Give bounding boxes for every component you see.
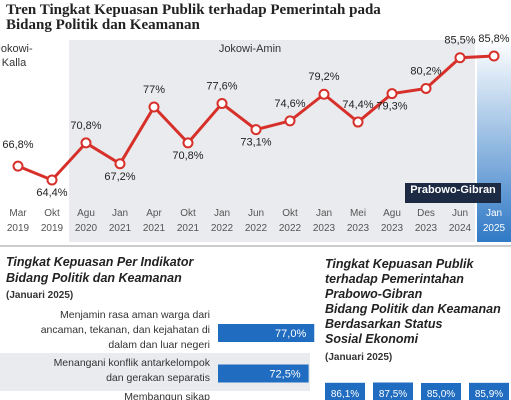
point	[488, 50, 500, 62]
chart-title: Bidang Politik dan Keamanan	[6, 271, 182, 285]
subtitle: (Januari 2025)	[325, 352, 392, 363]
value-label: 87,5%	[379, 389, 407, 400]
value-label: 73,1%	[240, 137, 271, 149]
x-tick-label: 2025	[483, 223, 506, 234]
chart-title: Bidang Politik dan Keamanan	[325, 302, 501, 316]
period-label: Prabowo-Gibran	[410, 184, 496, 196]
x-tick-label: Jan	[214, 208, 230, 219]
category-label: ancaman, tekanan, dan kejahatan di	[41, 324, 210, 336]
x-tick-label: Jan	[316, 208, 332, 219]
x-tick-label: Okt	[282, 208, 298, 219]
x-tick-label: 2019	[41, 223, 64, 234]
x-tick-label: 2021	[109, 223, 132, 234]
point	[12, 160, 24, 172]
chart-title: Tren Tingkat Kepuasan Publik terhadap Pe…	[6, 2, 381, 18]
x-tick-label: Des	[417, 208, 435, 219]
current-shade	[477, 40, 511, 242]
value-label: 67,2%	[104, 171, 135, 183]
x-tick-label: Okt	[44, 208, 60, 219]
value-label: 86,1%	[331, 389, 359, 400]
x-tick-label: 2023	[313, 223, 336, 234]
value-label: 70,8%	[172, 150, 203, 162]
value-label: 85,0%	[427, 389, 455, 400]
bar	[373, 382, 413, 400]
bar	[218, 324, 315, 342]
point	[386, 88, 398, 100]
chart-title: Tingkat Kepuasan Publik	[325, 257, 474, 271]
point	[454, 52, 466, 64]
x-tick-label: Mei	[350, 208, 366, 219]
x-tick-label: Jan	[486, 208, 502, 219]
x-tick-label: Mar	[9, 208, 27, 219]
value-label: 64,4%	[36, 187, 67, 199]
point	[318, 88, 330, 100]
x-tick-label: 2021	[177, 223, 200, 234]
point	[46, 174, 58, 186]
value-label: 66,8%	[2, 139, 33, 151]
value-label: 80,2%	[410, 65, 441, 77]
x-tick-label: 2019	[7, 223, 30, 234]
x-tick-label: Agu	[383, 208, 401, 219]
value-label: 77,0%	[275, 328, 306, 340]
value-label: 74,4%	[342, 99, 373, 111]
category-label: dan gerakan separatis	[106, 372, 210, 384]
point	[352, 116, 364, 128]
category-label: Menjamin rasa aman warga dari	[60, 309, 210, 321]
x-tick-label: 2023	[415, 223, 438, 234]
x-tick-label: 2023	[347, 223, 370, 234]
category-label: Menangani konflik antarkelompok	[54, 357, 211, 369]
category-label: dalam dan luar negeri	[108, 339, 210, 351]
value-label: 77%	[143, 84, 165, 96]
x-tick-label: Jun	[452, 208, 468, 219]
value-label: 72,5%	[269, 369, 300, 381]
x-tick-label: Apr	[146, 208, 162, 219]
chart-title: terhadap Pemerintahan	[325, 272, 464, 286]
bar	[325, 382, 365, 400]
bar	[421, 383, 461, 400]
x-tick-label: Okt	[180, 208, 196, 219]
point	[250, 124, 262, 136]
value-label: 85,9%	[475, 389, 503, 400]
point	[216, 98, 228, 110]
x-tick-label: 2022	[245, 223, 268, 234]
point	[284, 115, 296, 127]
value-label: 79,2%	[308, 71, 339, 83]
point	[182, 137, 194, 149]
x-tick-label: Jun	[248, 208, 264, 219]
x-tick-label: Agu	[77, 208, 95, 219]
value-label: 74,6%	[274, 98, 305, 110]
chart-title: Bidang Politik dan Keamanan	[6, 17, 200, 33]
period-label: Kalla	[2, 57, 27, 69]
label-box	[405, 183, 501, 203]
value-label: 79,3%	[376, 101, 407, 113]
x-tick-label: Jan	[112, 208, 128, 219]
point	[114, 158, 126, 170]
value-label: 70,8%	[70, 120, 101, 132]
x-tick-label: 2022	[211, 223, 234, 234]
value-label: 85,5%	[444, 35, 475, 47]
chart-title: Berdasarkan Status	[325, 317, 442, 331]
x-tick-label: 2020	[75, 223, 98, 234]
x-tick-label: 2023	[381, 223, 404, 234]
point	[420, 82, 432, 94]
chart-title: Tingkat Kepuasan Per Indikator	[6, 255, 194, 269]
period-label: Jokowi-Amin	[219, 43, 281, 55]
x-tick-label: 2022	[279, 223, 302, 234]
x-tick-label: 2021	[143, 223, 166, 234]
x-tick-label: 2024	[449, 223, 472, 234]
point	[148, 101, 160, 113]
value-label: 85,8%	[478, 33, 509, 45]
chart-title: Sosial Ekonomi	[325, 332, 419, 346]
bar	[469, 382, 509, 400]
period-label: Jokowi-	[0, 43, 33, 55]
point	[80, 137, 92, 149]
chart-title: Prabowo-Gibran	[325, 287, 423, 301]
period-shade	[69, 40, 475, 242]
bar	[218, 364, 309, 383]
value-label: 77,6%	[206, 81, 237, 93]
category-label: Membangun sikap	[124, 391, 210, 400]
subtitle: (Januari 2025)	[6, 290, 73, 301]
